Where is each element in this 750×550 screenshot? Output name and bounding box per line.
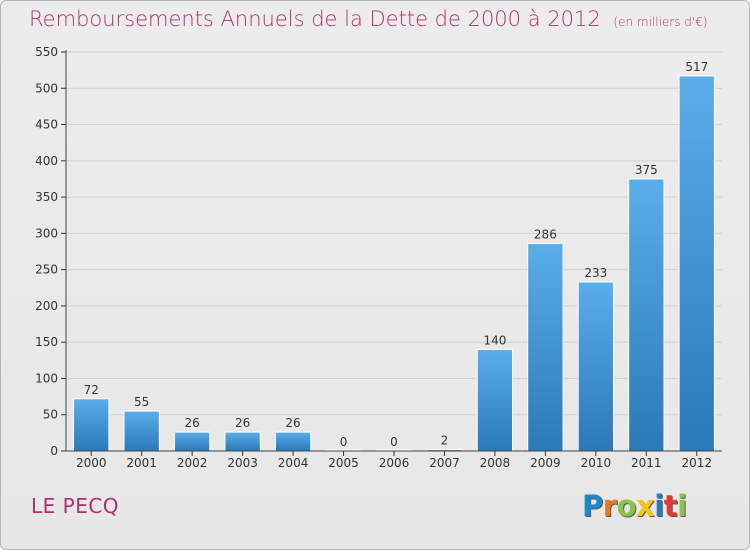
x-tick-label-2003: 2003 <box>227 456 258 470</box>
data-label-2009: 286 <box>534 228 557 242</box>
bar-2004 <box>274 431 312 452</box>
x-tick-label-2008: 2008 <box>480 456 511 470</box>
y-tick-label: 100 <box>35 371 58 385</box>
data-label-2002: 26 <box>185 416 200 430</box>
bar-2000 <box>73 398 110 452</box>
y-tick-label: 150 <box>35 335 58 349</box>
title-unit: (en milliers d'€) <box>613 15 708 29</box>
bar-2001 <box>123 410 160 452</box>
proxiti-logo: Proxiti <box>582 489 687 523</box>
data-label-2011: 375 <box>635 163 658 177</box>
y-tick-label: 200 <box>35 299 58 313</box>
x-tick-label-2004: 2004 <box>278 456 309 470</box>
logo-letter: r <box>602 489 617 523</box>
bar-2009 <box>527 243 564 452</box>
x-tick-label-2005: 2005 <box>328 456 359 470</box>
chart-title: Remboursements Annuels de la Dette de 20… <box>29 7 708 31</box>
y-tick-label: 400 <box>35 154 58 168</box>
logo-letter: o <box>616 489 637 523</box>
bar-2002 <box>173 431 211 452</box>
x-tick-label-2002: 2002 <box>177 456 208 470</box>
y-tick-label: 50 <box>43 408 58 422</box>
x-tick-label-2006: 2006 <box>379 456 410 470</box>
logo-letter: i <box>677 489 687 523</box>
x-tick-label-2010: 2010 <box>581 456 612 470</box>
x-tick-label-2012: 2012 <box>681 456 712 470</box>
logo-letter: x <box>636 489 655 523</box>
data-label-2010: 233 <box>584 266 607 280</box>
y-tick-label: 350 <box>35 190 58 204</box>
y-tick-label: 300 <box>35 226 58 240</box>
data-label-2007: 2 <box>441 434 449 448</box>
data-label-2005: 0 <box>340 435 348 449</box>
data-label-2004: 26 <box>285 416 300 430</box>
logo-letter: t <box>663 489 678 523</box>
commune-name: LE PECQ <box>31 494 120 518</box>
bar-2008 <box>476 348 514 452</box>
y-tick-label: 550 <box>35 45 58 59</box>
x-tick-label-2007: 2007 <box>429 456 460 470</box>
data-label-2003: 26 <box>235 416 250 430</box>
y-tick-label: 250 <box>35 263 58 277</box>
bar-2003 <box>224 431 261 452</box>
bar-2010 <box>577 281 615 452</box>
y-tick-label: 450 <box>35 118 58 132</box>
x-tick-label-2009: 2009 <box>530 456 561 470</box>
bar-2011 <box>628 178 665 452</box>
x-tick-label-2000: 2000 <box>76 456 107 470</box>
data-label-2008: 140 <box>483 333 506 347</box>
title-text: Remboursements Annuels de la Dette de 20… <box>29 7 601 31</box>
x-tick-label-2001: 2001 <box>126 456 157 470</box>
logo-letter: i <box>654 489 664 523</box>
bar-2012 <box>678 75 715 452</box>
logo-letter: P <box>582 489 603 523</box>
data-label-2012: 517 <box>685 60 708 74</box>
data-label-2006: 0 <box>390 435 398 449</box>
y-tick-label: 0 <box>50 444 58 458</box>
data-label-2000: 72 <box>84 383 99 397</box>
x-tick-label-2011: 2011 <box>631 456 662 470</box>
data-label-2001: 55 <box>134 395 149 409</box>
y-tick-label: 500 <box>35 81 58 95</box>
